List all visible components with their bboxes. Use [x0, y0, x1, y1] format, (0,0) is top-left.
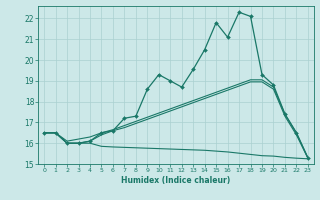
X-axis label: Humidex (Indice chaleur): Humidex (Indice chaleur) [121, 176, 231, 185]
